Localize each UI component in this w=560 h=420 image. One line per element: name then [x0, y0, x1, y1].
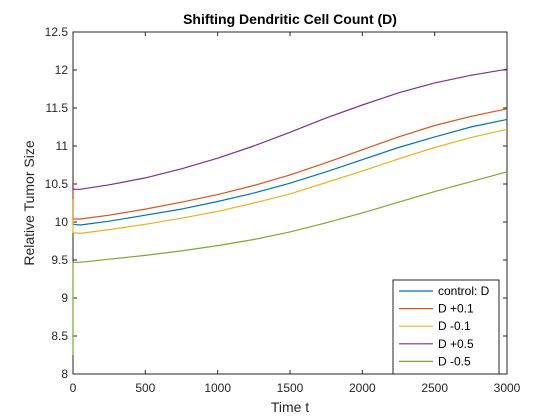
chart-title: Shifting Dendritic Cell Count (D)	[183, 11, 397, 27]
legend-label: D +0.5	[438, 337, 474, 351]
y-tick-label: 12.5	[45, 25, 69, 39]
series-line-5	[72, 171, 508, 355]
y-tick-label: 9.5	[51, 253, 68, 267]
legend-box	[392, 279, 500, 375]
y-axis: 8 8.5 9 9.5 10 10.5 11 11.5 12 12.5	[45, 25, 507, 381]
x-tick-label: 2500	[421, 381, 448, 395]
series-line-4	[72, 68, 508, 190]
legend-label: control: D	[438, 284, 490, 298]
legend: control: D D +0.1 D -0.1 D +0.5 D -0.5	[392, 279, 500, 375]
x-tick-label: 0	[70, 381, 77, 395]
legend-label: D -0.1	[438, 319, 471, 333]
y-tick-label: 10	[55, 215, 69, 229]
y-tick-label: 8.5	[51, 329, 68, 343]
y-tick-label: 10.5	[45, 177, 69, 191]
y-axis-label: Relative Tumor Size	[21, 140, 37, 265]
y-tick-label: 9	[61, 291, 68, 305]
y-tick-label: 12	[55, 63, 69, 77]
series-group	[72, 68, 508, 355]
y-tick-label: 8	[61, 367, 68, 381]
series-line-1	[72, 118, 508, 226]
series-line-3	[72, 128, 508, 234]
y-tick-label: 11	[56, 139, 69, 153]
x-axis-label: Time t	[271, 399, 309, 415]
legend-label: D -0.5	[438, 354, 471, 368]
x-tick-label: 1500	[277, 381, 304, 395]
x-tick-label: 1000	[204, 381, 231, 395]
legend-label: D +0.1	[438, 302, 474, 316]
series-line-2	[72, 108, 508, 220]
x-axis: 0 500 1000 1500 2000 2500 3000	[70, 32, 521, 395]
y-tick-label: 11.5	[46, 101, 69, 115]
x-tick-label: 500	[135, 381, 155, 395]
x-tick-label: 3000	[494, 381, 521, 395]
x-tick-label: 2000	[349, 381, 376, 395]
